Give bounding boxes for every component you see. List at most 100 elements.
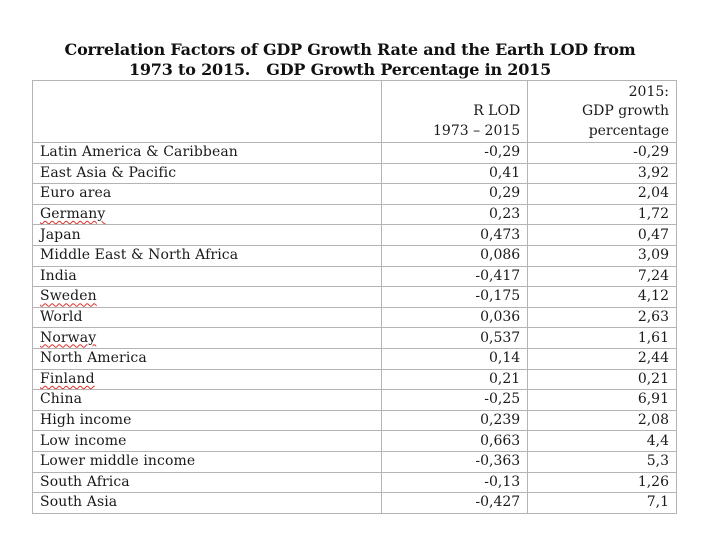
region-name-cell: South Africa — [31, 471, 383, 494]
region-name-cell: India — [31, 265, 383, 288]
table-row: Sweden -0,175 4,12 — [31, 286, 677, 308]
rlod-value: -0,417 — [381, 265, 529, 288]
rlod-value: -0,25 — [381, 389, 529, 411]
region-name-cell: Middle East & North Africa — [31, 244, 383, 267]
region-name-cell: High income — [31, 409, 383, 432]
gdp-growth-value: 1,61 — [527, 327, 677, 349]
title-line-2: 1973 to 2015. GDP Growth Percentage in 2… — [128, 60, 552, 79]
gdp-growth-value: 4,4 — [527, 430, 677, 452]
header-rlod: R LOD 1973 – 2015 — [381, 80, 529, 143]
gdp-growth-value: 7,24 — [527, 265, 677, 288]
region-name-cell: Low income — [31, 430, 383, 452]
region-name: North America — [40, 350, 147, 367]
region-name: Lower middle income — [40, 453, 196, 470]
header-gdp-line-1: 2015: — [628, 83, 669, 100]
table-row: High income 0,239 2,08 — [31, 409, 677, 432]
title-line-1: Correlation Factors of GDP Growth Rate a… — [64, 40, 636, 59]
gdp-growth-value: 2,63 — [527, 306, 677, 329]
rlod-value: 0,41 — [381, 162, 529, 185]
region-name-cell: Euro area — [31, 183, 383, 205]
gdp-growth-value: 2,04 — [527, 183, 677, 205]
region-name: South Asia — [40, 494, 118, 511]
rlod-value: 0,239 — [381, 409, 529, 432]
table-row: China -0,25 6,91 — [31, 389, 677, 411]
gdp-growth-value: 3,09 — [527, 244, 677, 267]
header-rlod-line-1: R LOD — [473, 103, 521, 119]
table-row: Lower middle income -0,363 5,3 — [31, 450, 677, 473]
region-name: East Asia & Pacific — [40, 164, 177, 181]
gdp-growth-value: 1,72 — [527, 203, 677, 226]
rlod-value: -0,13 — [381, 471, 529, 494]
region-name: Norway — [40, 329, 97, 346]
table-row: Latin America & Caribbean -0,29 -0,29 — [31, 142, 677, 164]
rlod-value: 0,537 — [381, 327, 529, 349]
rlod-value: 0,473 — [381, 224, 529, 246]
region-name: Sweden — [40, 288, 97, 305]
table-row: Norway 0,537 1,61 — [31, 327, 677, 349]
rlod-value: 0,21 — [381, 368, 529, 391]
table-row: North America 0,14 2,44 — [31, 347, 677, 370]
table-row: South Asia -0,427 7,1 — [31, 492, 677, 514]
region-name-cell: Germany — [31, 203, 383, 226]
table-row: Germany 0,23 1,72 — [31, 203, 677, 226]
gdp-growth-value: 0,21 — [527, 368, 677, 391]
region-name: Latin America & Caribbean — [40, 144, 238, 161]
region-name: Finland — [40, 370, 95, 387]
region-name: India — [40, 267, 77, 284]
rlod-value: -0,175 — [381, 286, 529, 308]
rlod-value: 0,23 — [381, 203, 529, 226]
region-name: Japan — [40, 226, 81, 243]
region-name: South Africa — [40, 473, 130, 490]
region-name: Middle East & North Africa — [40, 247, 239, 264]
rlod-value: 0,036 — [381, 306, 529, 329]
gdp-growth-value: 2,08 — [527, 409, 677, 432]
region-name: High income — [40, 412, 132, 429]
region-name-cell: Sweden — [31, 286, 383, 308]
correlation-table: R LOD 1973 – 2015 2015: GDP growth perce… — [31, 80, 677, 514]
header-gdp: 2015: GDP growth percentage — [527, 80, 677, 143]
region-name-cell: Lower middle income — [31, 450, 383, 473]
table-row: Finland 0,21 0,21 — [31, 368, 677, 391]
table-row: Middle East & North Africa 0,086 3,09 — [31, 244, 677, 267]
rlod-value: 0,14 — [381, 347, 529, 370]
table-row: Low income 0,663 4,4 — [31, 430, 677, 452]
rlod-value: 0,086 — [381, 244, 529, 267]
table-row: East Asia & Pacific 0,41 3,92 — [31, 162, 677, 185]
rlod-value: 0,663 — [381, 430, 529, 452]
region-name: World — [40, 309, 83, 326]
gdp-growth-value: 4,12 — [527, 286, 677, 308]
header-region — [31, 80, 383, 143]
table-body: Latin America & Caribbean -0,29 -0,29 East … — [31, 142, 677, 514]
rlod-value: -0,363 — [381, 450, 529, 473]
gdp-growth-value: 0,47 — [527, 224, 677, 246]
header-gdp-line-2: GDP growth — [582, 103, 669, 119]
region-name-cell: Finland — [31, 368, 383, 391]
header-rlod-line-2: 1973 – 2015 — [433, 122, 521, 139]
table-row: World 0,036 2,63 — [31, 306, 677, 329]
rlod-value: -0,427 — [381, 492, 529, 514]
gdp-growth-value: 2,44 — [527, 347, 677, 370]
region-name-cell: North America — [31, 347, 383, 370]
region-name: Low income — [40, 432, 127, 449]
region-name-cell: Norway — [31, 327, 383, 349]
region-name-cell: East Asia & Pacific — [31, 162, 383, 185]
table-header-row: R LOD 1973 – 2015 2015: GDP growth perce… — [31, 80, 677, 143]
region-name: Germany — [40, 206, 106, 223]
gdp-growth-value: 3,92 — [527, 162, 677, 185]
rlod-value: 0,29 — [381, 183, 529, 205]
gdp-growth-value: -0,29 — [527, 142, 677, 164]
header-gdp-line-3: percentage — [588, 122, 669, 139]
region-name: Euro area — [40, 185, 112, 202]
gdp-growth-value: 7,1 — [527, 492, 677, 514]
region-name-cell: Japan — [31, 224, 383, 246]
region-name-cell: World — [31, 306, 383, 329]
gdp-growth-value: 6,91 — [527, 389, 677, 411]
document-title: Correlation Factors of GDP Growth Rate a… — [0, 40, 680, 80]
gdp-growth-value: 5,3 — [527, 450, 677, 473]
table-row: Euro area 0,29 2,04 — [31, 183, 677, 205]
table-row: Japan 0,473 0,47 — [31, 224, 677, 246]
region-name-cell: China — [31, 389, 383, 411]
table-row: India -0,417 7,24 — [31, 265, 677, 288]
region-name: China — [40, 391, 83, 408]
region-name-cell: Latin America & Caribbean — [31, 142, 383, 164]
